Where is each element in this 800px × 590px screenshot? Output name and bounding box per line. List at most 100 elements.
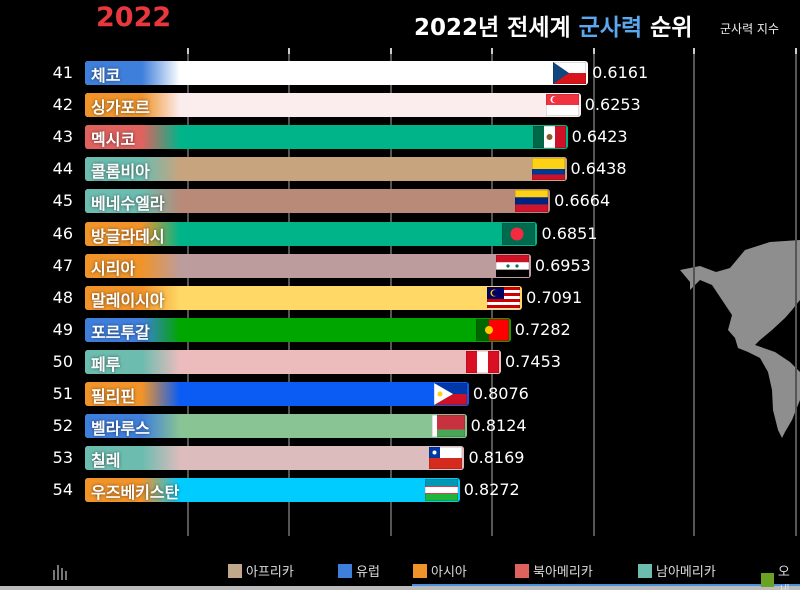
- bar-uzbekistan: 우즈베키스탄: [85, 478, 460, 503]
- value-label: 0.8076: [472, 384, 529, 403]
- title-prefix: 2022년 전세계: [414, 15, 579, 41]
- legend-label: 아시아: [431, 565, 467, 580]
- belarus-flag-icon: [431, 415, 465, 438]
- country-name: 말레이시아: [91, 290, 165, 310]
- axis-tick: [795, 48, 797, 54]
- region-ribbon: [85, 157, 180, 182]
- rank-label: 45: [52, 191, 73, 211]
- americas-map-shape: [680, 240, 800, 438]
- axis-tick: [390, 48, 392, 54]
- country-name: 방글라데시: [91, 226, 165, 246]
- region-ribbon: [85, 61, 180, 85]
- bar-bangladesh: 방글라데시: [85, 221, 538, 246]
- value-label: 0.7091: [526, 287, 583, 307]
- legend-item: 오세: [761, 561, 800, 590]
- timeline-track[interactable]: [0, 586, 800, 590]
- bar-syria: 시리아: [85, 253, 531, 278]
- syria-flag-icon: [495, 254, 529, 277]
- venezuela-flag-icon: [515, 190, 549, 213]
- region-ribbon: [85, 125, 180, 150]
- rank-label: 44: [52, 159, 73, 179]
- rank-label: 53: [52, 448, 73, 468]
- axis-tick: [187, 48, 189, 54]
- region-ribbon: [85, 414, 180, 439]
- bar-belarus: 벨라루스: [85, 414, 467, 439]
- bar-portugal: 포르투갈: [85, 317, 511, 342]
- rank-label: 49: [52, 319, 73, 339]
- country-name: 싱가포르: [91, 98, 150, 118]
- legend-item: 아시아: [413, 561, 467, 580]
- value-label: 0.6953: [534, 255, 591, 275]
- value-label: 0.6161: [592, 63, 649, 82]
- title-highlight: 군사력: [578, 15, 643, 41]
- region-ribbon: [85, 189, 180, 214]
- country-name: 시리아: [91, 258, 136, 278]
- region-ribbon: [85, 317, 180, 342]
- legend-swatch: [413, 563, 427, 578]
- legend-item: 남아메리카: [638, 561, 716, 580]
- region-ribbon: [85, 253, 180, 278]
- bar-peru: 페루: [85, 349, 501, 374]
- country-name: 우즈베키스탄: [91, 483, 180, 503]
- singapore-flag-icon: [545, 94, 579, 117]
- legend-swatch: [638, 563, 652, 578]
- malaysia-flag-icon: [487, 286, 521, 309]
- czech-flag-icon: [553, 62, 587, 84]
- value-label: 0.6664: [554, 191, 611, 211]
- value-label: 0.6253: [584, 95, 641, 115]
- legend-swatch: [515, 563, 529, 578]
- country-name: 칠레: [91, 451, 121, 471]
- axis-tick: [491, 48, 493, 54]
- chart-title: 2022년 전세계 군사력 순위: [414, 8, 692, 42]
- gridline: [795, 50, 797, 536]
- country-name: 콜롬비아: [91, 162, 150, 182]
- bangladesh-flag-icon: [502, 222, 536, 245]
- axis-tick: [693, 48, 695, 54]
- legend-swatch: [228, 563, 242, 578]
- uzbekistan-flag-icon: [424, 479, 458, 502]
- rank-label: 51: [52, 384, 73, 403]
- bar-philippines: 필리핀: [85, 382, 469, 406]
- rank-label: 48: [52, 287, 73, 307]
- axis-tick: [593, 48, 595, 54]
- value-label: 0.8124: [470, 416, 527, 436]
- mexico-flag-icon: [532, 126, 566, 149]
- value-label: 0.6438: [570, 159, 627, 179]
- region-ribbon: [85, 478, 180, 503]
- legend-item: 북아메리카: [515, 561, 593, 580]
- year-label: 2022: [96, 2, 172, 33]
- timeline-progress: [412, 584, 800, 586]
- bar-mexico: 멕시코: [85, 125, 568, 150]
- bar-czech: 체코: [85, 61, 589, 85]
- chile-flag-icon: [429, 447, 463, 470]
- rank-label: 41: [52, 63, 73, 82]
- bar-colombia: 콜롬비아: [85, 157, 567, 182]
- country-name: 벨라루스: [91, 419, 150, 439]
- rank-label: 46: [52, 223, 73, 243]
- rank-label: 42: [52, 95, 73, 115]
- legend-label: 오세: [777, 565, 790, 590]
- value-label: 0.8169: [468, 448, 525, 468]
- rank-label: 50: [52, 351, 73, 371]
- rank-label: 52: [52, 416, 73, 436]
- bar-singapore: 싱가포르: [85, 93, 581, 118]
- title-suffix: 순위: [642, 15, 693, 41]
- country-name: 멕시코: [91, 130, 136, 150]
- legend-swatch: [338, 563, 352, 578]
- bar-chart-icon[interactable]: [52, 562, 70, 584]
- portugal-flag-icon: [475, 318, 509, 341]
- legend-item: 아프리카: [228, 561, 294, 580]
- country-name: 포르투갈: [91, 322, 150, 342]
- rank-label: 47: [52, 255, 73, 275]
- axis-tick: [288, 48, 290, 54]
- gridline: [593, 50, 595, 536]
- region-ribbon: [85, 382, 180, 406]
- value-label: 0.6423: [571, 127, 628, 147]
- legend-label: 유럽: [356, 565, 380, 580]
- chart-subtitle: 군사력 지수: [720, 22, 780, 36]
- value-label: 0.8272: [463, 480, 520, 500]
- region-ribbon: [85, 221, 180, 246]
- colombia-flag-icon: [531, 158, 565, 181]
- bar-malaysia: 말레이시아: [85, 285, 523, 310]
